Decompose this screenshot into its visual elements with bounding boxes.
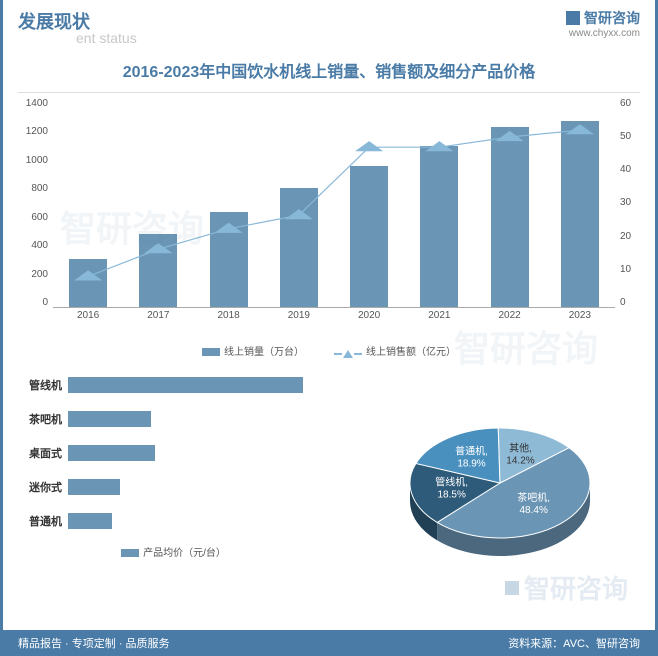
legend-line-swatch (334, 350, 362, 358)
hbar-fill (68, 377, 303, 393)
y-axis-right: 6050403020100 (620, 98, 640, 308)
combo-chart: 1400120010008006004002000 6050403020100 … (18, 98, 640, 358)
hbar-legend-swatch (121, 549, 139, 557)
hbar-legend-label: 产品均价（元/台） (143, 548, 226, 559)
hbar-fill (68, 479, 120, 495)
hbar-row: 茶吧机 (18, 402, 329, 436)
svg-text:茶吧机,: 茶吧机, (517, 491, 550, 504)
footer-left: 精品报告 · 专项定制 · 品质服务 (18, 635, 170, 651)
hbar-label: 迷你式 (18, 479, 68, 495)
x-axis-labels: 20162017201820192020202120222023 (53, 310, 615, 321)
hbar-label: 管线机 (18, 377, 68, 393)
svg-text:18.5%: 18.5% (437, 490, 465, 501)
hbar-label: 桌面式 (18, 445, 68, 461)
hbar-fill (68, 513, 112, 529)
svg-text:管线机,: 管线机, (435, 476, 468, 489)
hbar-row: 普通机 (18, 504, 329, 538)
hbar-label: 茶吧机 (18, 411, 68, 427)
page-title-en: ent status (76, 30, 148, 46)
hbar-fill (68, 445, 155, 461)
footer-right: 资料来源：AVC、智研咨询 (508, 635, 640, 651)
hbar-row: 管线机 (18, 368, 329, 402)
hbar-row: 桌面式 (18, 436, 329, 470)
legend-bar-label: 线上销量（万台） (224, 347, 304, 358)
legend-line-label: 线上销售额（亿元） (366, 347, 456, 358)
footer: 精品报告 · 专项定制 · 品质服务 资料来源：AVC、智研咨询 (0, 630, 658, 656)
svg-text:14.2%: 14.2% (506, 455, 534, 466)
hbar-row: 迷你式 (18, 470, 329, 504)
legend-bar-swatch (202, 348, 220, 356)
pie-chart: 茶吧机,48.4% 管线机,18.5% 普通机,18.9% 其他,14.2% (329, 368, 640, 608)
svg-text:18.9%: 18.9% (457, 458, 485, 469)
hbar-label: 普通机 (18, 513, 68, 529)
y-axis-left: 1400120010008006004002000 (18, 98, 48, 308)
hbar-fill (68, 411, 151, 427)
svg-text:其他,: 其他, (509, 441, 532, 454)
combo-legend: 线上销量（万台） 线上销售额（亿元） (18, 343, 640, 358)
svg-text:普通机,: 普通机, (455, 444, 488, 457)
svg-text:48.4%: 48.4% (519, 505, 547, 516)
line-overlay (53, 103, 615, 307)
hbar-chart: 管线机茶吧机桌面式迷你式普通机 产品均价（元/台） (18, 368, 329, 608)
